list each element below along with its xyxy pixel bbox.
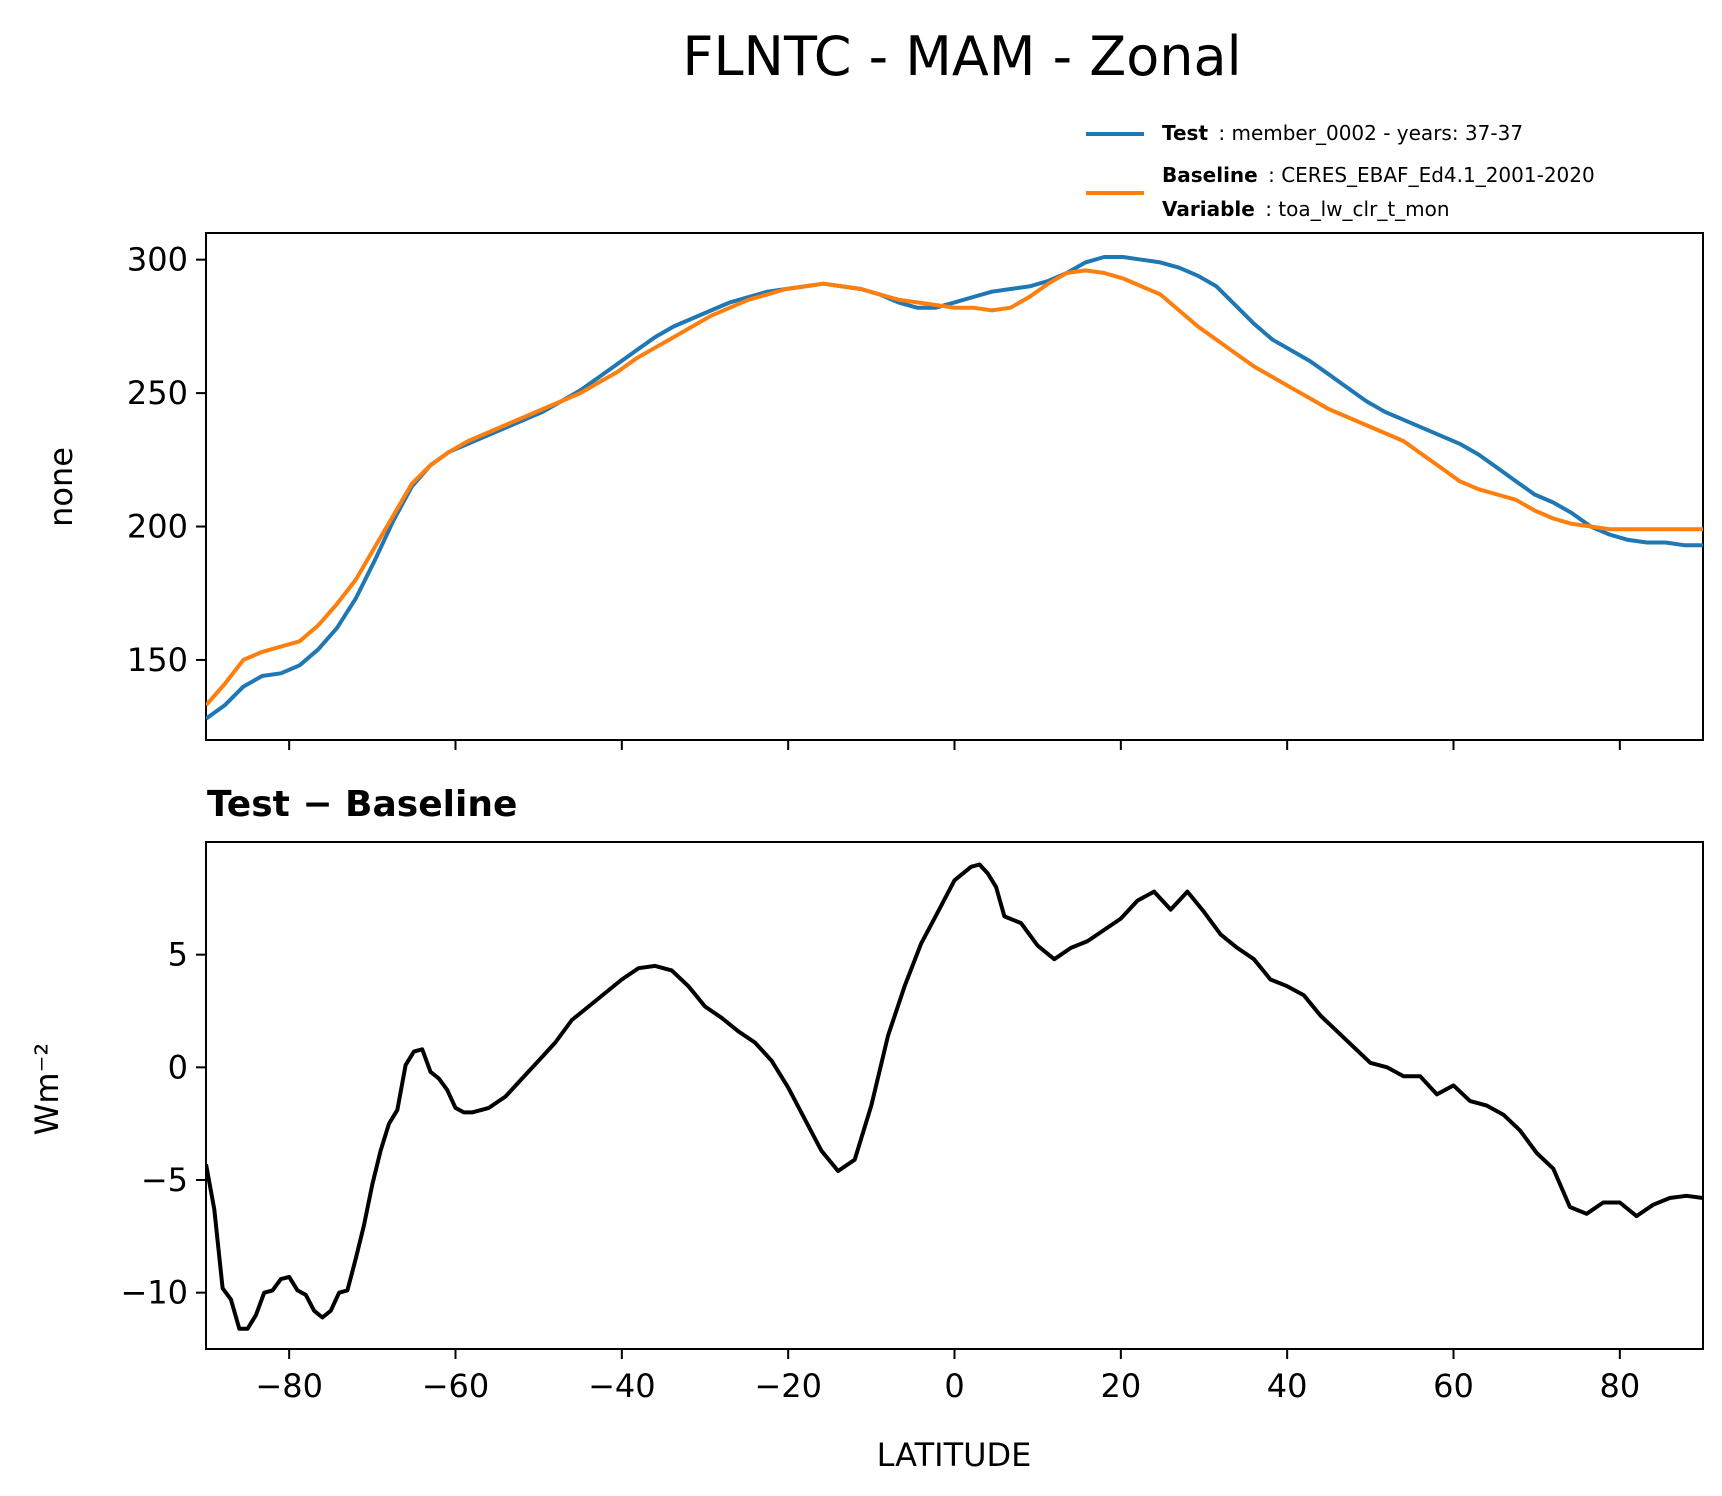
bottom-ytick-label: −10 <box>120 1274 188 1312</box>
legend-test-value: : member_0002 - years: 37-37 <box>1218 121 1523 145</box>
bottom-xtick-label: 20 <box>1100 1367 1141 1405</box>
svg-text:Variable : toa_lw_clr_t_: Variable : toa_lw_clr_t_mon <box>1162 197 1450 221</box>
legend-test-key: Test <box>1162 121 1208 145</box>
bottom-xtick-label: −80 <box>255 1367 323 1405</box>
top-ytick-label: 300 <box>127 241 188 279</box>
top-y-axis-label: none <box>42 447 80 527</box>
bottom-xtick-label: 40 <box>1267 1367 1308 1405</box>
svg-text:Baseline : CERES_EBAF_Ed: Baseline : CERES_EBAF_Ed4.1_2001-2020 <box>1162 163 1595 187</box>
legend-variable-value: : toa_lw_clr_t_mon <box>1265 197 1449 221</box>
figure-title: FLNTC - MAM - Zonal <box>682 25 1241 88</box>
bottom-xtick-label: 60 <box>1433 1367 1474 1405</box>
bottom-y-axis-label: Wm⁻² <box>28 1043 66 1136</box>
bottom-xtick-label: 0 <box>944 1367 964 1405</box>
legend-baseline-value: : CERES_EBAF_Ed4.1_2001-2020 <box>1268 163 1595 187</box>
bottom-ytick-label: −5 <box>141 1161 188 1199</box>
legend: Test : member_0002 - years: 37-37 Baseli… <box>1086 121 1595 221</box>
top-series-lines <box>206 255 1703 721</box>
bottom-panel: Test − Baseline −10 −5 0 5 −80 −60 −40 −20 0 20 4… <box>28 784 1704 1474</box>
legend-baseline-key: Baseline <box>1162 163 1258 187</box>
bottom-xtick-label: 80 <box>1599 1367 1640 1405</box>
bottom-panel-frame <box>205 841 1704 1350</box>
top-x-axis <box>288 740 1621 750</box>
svg-text:Test : member_0002 - yea: Test : member_0002 - years: 37-37 <box>1162 121 1523 145</box>
top-series-line-baseline <box>206 268 1703 707</box>
bottom-series-lines <box>206 862 1703 1331</box>
bottom-y-axis: −10 −5 0 5 <box>120 936 206 1312</box>
bottom-ytick-label: 5 <box>168 936 188 974</box>
legend-variable-key: Variable <box>1162 197 1255 221</box>
bottom-xtick-label: −40 <box>588 1367 656 1405</box>
top-ytick-label: 250 <box>127 374 188 412</box>
top-panel: 150 200 250 300 none <box>42 232 1704 750</box>
bottom-x-axis: −80 −60 −40 −20 0 20 40 60 80 <box>255 1349 1640 1405</box>
bottom-ytick-label: 0 <box>168 1048 188 1086</box>
bottom-series-line-diff <box>206 862 1703 1331</box>
top-ytick-label: 150 <box>127 641 188 679</box>
bottom-xtick-label: −20 <box>754 1367 822 1405</box>
top-y-axis: 150 200 250 300 <box>127 241 206 679</box>
bottom-xtick-label: −60 <box>422 1367 490 1405</box>
bottom-panel-title: Test − Baseline <box>207 784 517 825</box>
bottom-x-axis-label: LATITUDE <box>877 1436 1032 1474</box>
top-ytick-label: 200 <box>127 508 188 546</box>
